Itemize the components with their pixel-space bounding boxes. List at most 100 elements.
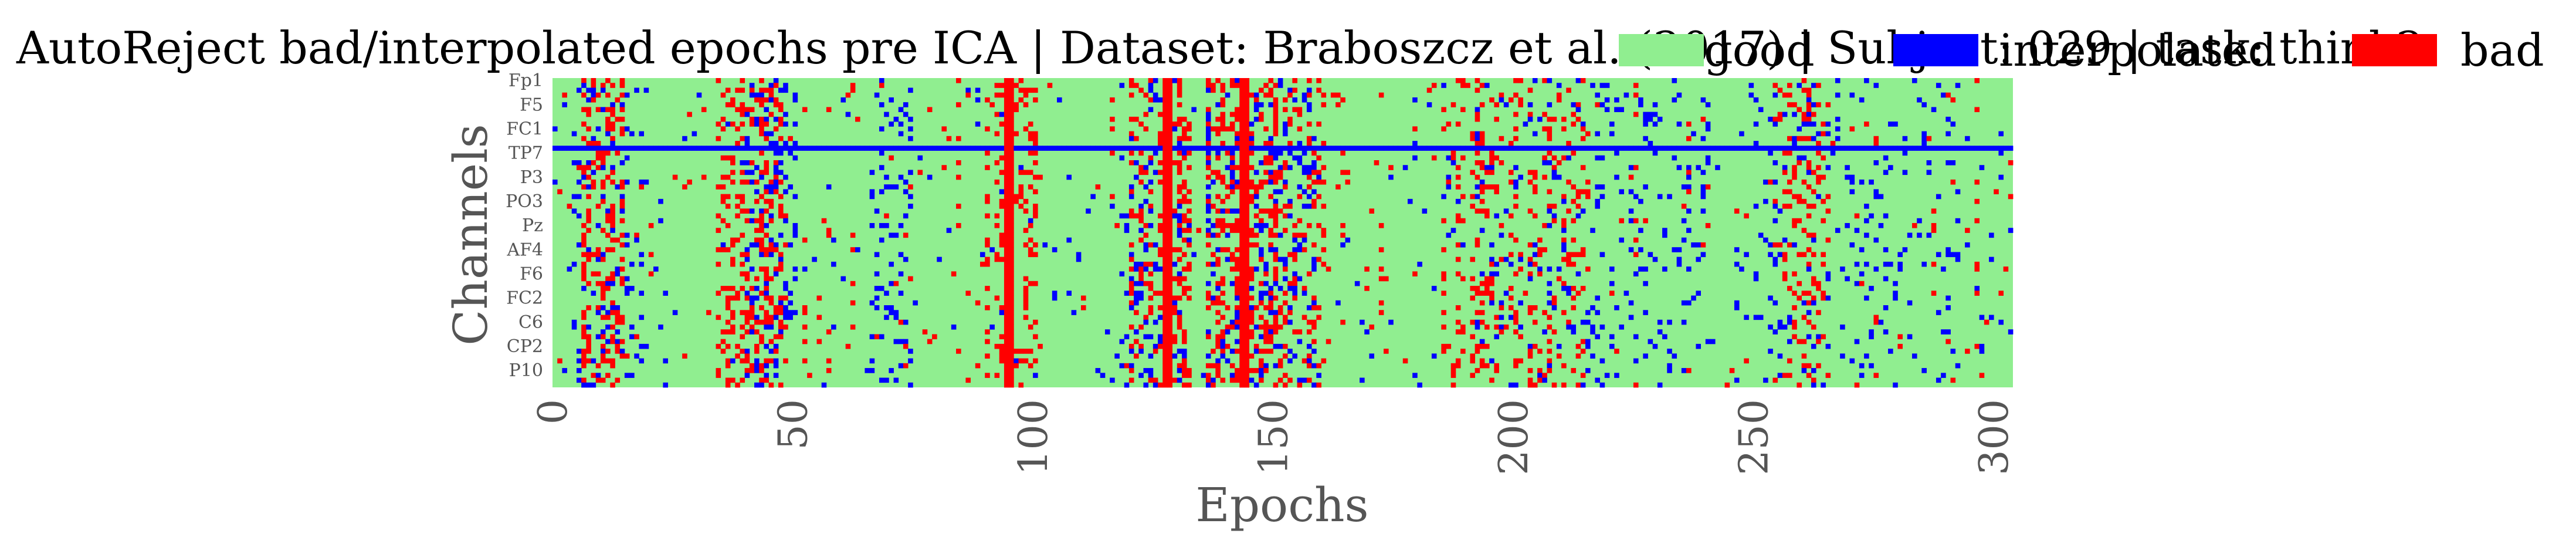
heatmap-cell xyxy=(1004,261,1009,267)
heatmap-cell xyxy=(1950,179,1956,185)
heatmap-cell xyxy=(1253,324,1259,330)
heatmap-cell xyxy=(1076,252,1082,258)
heatmap-cell xyxy=(1009,310,1014,315)
heatmap-cell xyxy=(1009,237,1014,243)
heatmap-cell xyxy=(1253,368,1259,373)
heatmap-cell xyxy=(1138,237,1144,243)
heatmap-cell xyxy=(1873,141,1879,146)
heatmap-cell xyxy=(1806,121,1812,127)
heatmap-cell xyxy=(1772,160,1778,166)
heatmap-cell xyxy=(1931,228,1937,233)
heatmap-cell xyxy=(1249,141,1255,146)
heatmap-cell xyxy=(1806,291,1812,296)
heatmap-cell xyxy=(1518,78,1523,83)
heatmap-cell xyxy=(1235,305,1240,310)
heatmap-cell xyxy=(1162,305,1168,310)
heatmap-cell xyxy=(1547,116,1553,122)
heatmap-cell xyxy=(778,194,784,200)
heatmap-cell xyxy=(898,174,904,180)
heatmap-cell xyxy=(1494,155,1499,161)
heatmap-cell xyxy=(701,174,707,180)
heatmap-cell xyxy=(1004,358,1009,364)
heatmap-cell xyxy=(725,146,731,151)
heatmap-cell xyxy=(716,228,721,233)
heatmap-cell xyxy=(764,271,769,277)
heatmap-cell xyxy=(1009,155,1014,161)
heatmap-cell xyxy=(1162,204,1168,209)
heatmap-cell xyxy=(1235,112,1240,117)
heatmap-cell xyxy=(1177,198,1182,204)
heatmap-cell xyxy=(1787,204,1792,209)
heatmap-cell xyxy=(1239,228,1245,233)
heatmap-cell xyxy=(1816,334,1821,340)
heatmap-cell xyxy=(1038,174,1043,180)
heatmap-cell xyxy=(1134,213,1139,219)
heatmap-cell xyxy=(1748,146,1754,151)
heatmap-cell xyxy=(1825,102,1831,107)
heatmap-cell xyxy=(1446,155,1452,161)
heatmap-cell xyxy=(1235,116,1240,122)
heatmap-cell xyxy=(807,373,812,378)
heatmap-cell xyxy=(1167,155,1173,161)
heatmap-cell xyxy=(1158,97,1163,103)
heatmap-cell xyxy=(1225,184,1231,190)
heatmap-cell xyxy=(903,232,909,238)
heatmap-cell xyxy=(1431,146,1437,151)
heatmap-cell xyxy=(869,170,875,175)
heatmap-cell xyxy=(1181,155,1187,161)
heatmap-cell xyxy=(1235,373,1240,378)
heatmap-cell xyxy=(1273,155,1279,161)
heatmap-cell xyxy=(1513,315,1519,320)
heatmap-cell xyxy=(1787,146,1792,151)
heatmap-cell xyxy=(1162,334,1168,340)
heatmap-cell xyxy=(1499,256,1504,262)
heatmap-cell xyxy=(1239,208,1245,214)
heatmap-cell xyxy=(1235,339,1240,345)
heatmap-cell xyxy=(1782,237,1788,243)
heatmap-cell xyxy=(1287,358,1293,364)
heatmap-cell xyxy=(595,305,601,310)
heatmap-cell xyxy=(1797,194,1802,200)
heatmap-cell xyxy=(1009,261,1014,267)
heatmap-cell xyxy=(1239,204,1245,209)
heatmap-cell xyxy=(1095,368,1101,373)
heatmap-cell xyxy=(869,368,875,373)
heatmap-cell xyxy=(1225,126,1231,131)
heatmap-cell xyxy=(764,136,769,141)
heatmap-cell xyxy=(754,349,760,354)
heatmap-cell xyxy=(1965,228,1970,233)
heatmap-cell xyxy=(725,363,731,369)
heatmap-cell xyxy=(1657,194,1663,200)
heatmap-cell xyxy=(581,271,587,277)
heatmap-cell xyxy=(1825,165,1831,170)
heatmap-cell xyxy=(1220,334,1226,340)
heatmap-cell xyxy=(1686,146,1692,151)
heatmap-cell xyxy=(1311,242,1317,248)
heatmap-cell xyxy=(1172,377,1178,383)
heatmap-cell xyxy=(802,305,808,310)
heatmap-cell xyxy=(1181,228,1187,233)
heatmap-cell xyxy=(1215,126,1221,131)
heatmap-cell xyxy=(1816,102,1821,107)
heatmap-cell xyxy=(610,213,615,219)
heatmap-cell xyxy=(1124,382,1130,388)
heatmap-cell xyxy=(1772,121,1778,127)
heatmap-cell xyxy=(1503,256,1509,262)
heatmap-cell xyxy=(802,324,808,330)
heatmap-cell xyxy=(586,281,591,286)
heatmap-cell xyxy=(1220,146,1226,151)
heatmap-cell xyxy=(1138,276,1144,282)
heatmap-cell xyxy=(716,136,721,141)
heatmap-cell xyxy=(1244,295,1250,301)
heatmap-cell xyxy=(1205,373,1211,378)
heatmap-cell xyxy=(768,146,774,151)
heatmap-cell xyxy=(740,261,745,267)
heatmap-cell xyxy=(1148,208,1154,214)
heatmap-cell xyxy=(1797,126,1802,131)
heatmap-cell xyxy=(1811,102,1816,107)
heatmap-cell xyxy=(600,228,606,233)
heatmap-cell xyxy=(1936,83,1941,88)
heatmap-cell xyxy=(581,310,587,315)
heatmap-cell xyxy=(1470,295,1476,301)
heatmap-cell xyxy=(1321,358,1327,364)
